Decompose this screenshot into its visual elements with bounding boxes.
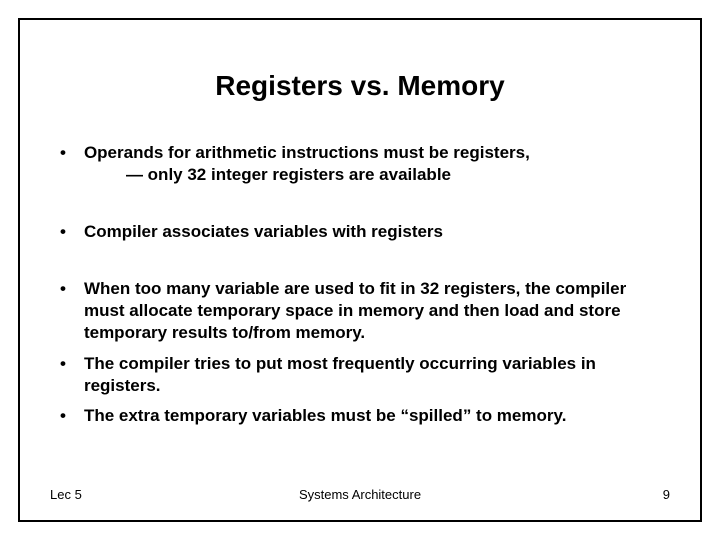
bullet-subline: — only 32 integer registers are availabl…: [84, 164, 670, 186]
slide-title: Registers vs. Memory: [50, 70, 670, 102]
bullet-marker: •: [60, 353, 66, 375]
bullet-text: Compiler associates variables with regis…: [84, 221, 670, 243]
slide-frame: Registers vs. Memory • Operands for arit…: [18, 18, 702, 522]
footer-left: Lec 5: [50, 487, 257, 502]
footer-center: Systems Architecture: [257, 487, 464, 502]
bullet-marker: •: [60, 278, 66, 300]
bullet-text: The compiler tries to put most frequentl…: [84, 353, 670, 397]
footer-right: 9: [463, 487, 670, 502]
bullet-marker: •: [60, 405, 66, 427]
bullet-item: • The compiler tries to put most frequen…: [60, 353, 670, 397]
bullet-list: • Operands for arithmetic instructions m…: [50, 142, 670, 427]
bullet-text: Operands for arithmetic instructions mus…: [84, 142, 670, 186]
slide-footer: Lec 5 Systems Architecture 9: [50, 487, 670, 502]
bullet-text: The extra temporary variables must be “s…: [84, 405, 670, 427]
bullet-text: When too many variable are used to fit i…: [84, 278, 670, 344]
bullet-marker: •: [60, 221, 66, 243]
bullet-item: • When too many variable are used to fit…: [60, 278, 670, 344]
bullet-marker: •: [60, 142, 66, 164]
bullet-item: • Compiler associates variables with reg…: [60, 221, 670, 243]
bullet-item: • Operands for arithmetic instructions m…: [60, 142, 670, 186]
bullet-item: • The extra temporary variables must be …: [60, 405, 670, 427]
bullet-line: Operands for arithmetic instructions mus…: [84, 143, 530, 162]
